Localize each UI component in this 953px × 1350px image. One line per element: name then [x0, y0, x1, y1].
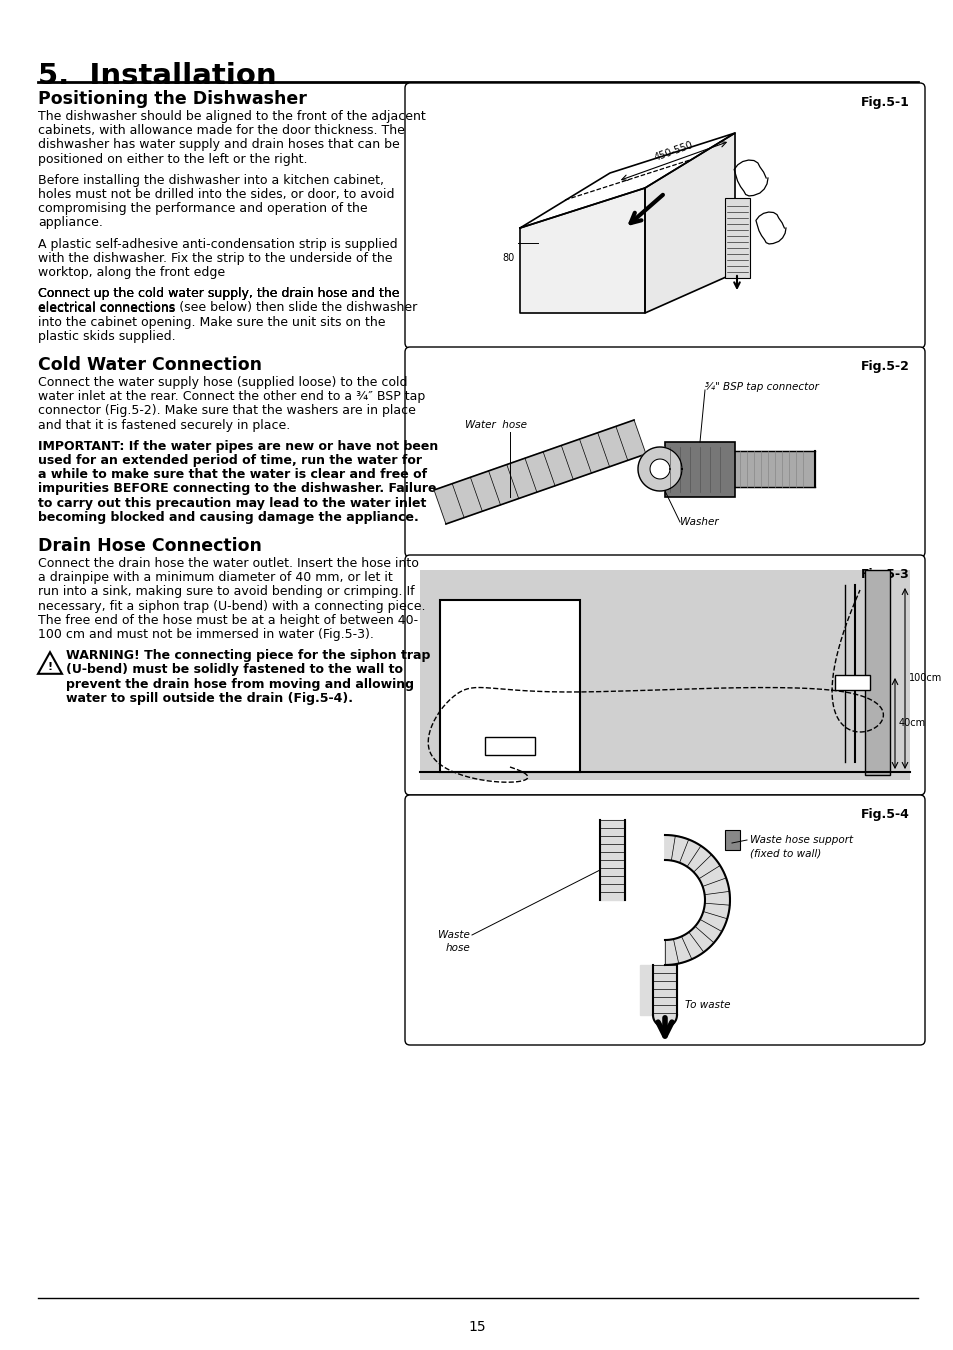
Text: 100 cm and must not be immersed in water (Fig.5-3).: 100 cm and must not be immersed in water…: [38, 628, 374, 641]
Polygon shape: [638, 447, 681, 491]
Text: and that it is fastened securely in place.: and that it is fastened securely in plac…: [38, 418, 290, 432]
Text: WARNING! The connecting piece for the siphon trap: WARNING! The connecting piece for the si…: [66, 649, 430, 663]
Text: 15: 15: [468, 1320, 485, 1334]
Polygon shape: [734, 451, 814, 487]
Text: run into a sink, making sure to avoid bending or crimping. If: run into a sink, making sure to avoid be…: [38, 586, 415, 598]
FancyBboxPatch shape: [405, 82, 924, 348]
Text: Fig.5-4: Fig.5-4: [861, 809, 909, 821]
Text: compromising the performance and operation of the: compromising the performance and operati…: [38, 202, 367, 215]
Text: The dishwasher should be aligned to the front of the adjacent: The dishwasher should be aligned to the …: [38, 109, 425, 123]
Text: into the cabinet opening. Make sure the unit sits on the: into the cabinet opening. Make sure the …: [38, 316, 385, 328]
Text: necessary, fit a siphon trap (U-bend) with a connecting piece.: necessary, fit a siphon trap (U-bend) wi…: [38, 599, 425, 613]
Text: holes must not be drilled into the sides, or door, to avoid: holes must not be drilled into the sides…: [38, 188, 395, 201]
Text: plastic skids supplied.: plastic skids supplied.: [38, 329, 175, 343]
Text: To waste: To waste: [684, 1000, 730, 1010]
Text: ¾" BSP tap connector: ¾" BSP tap connector: [704, 382, 818, 391]
Bar: [484, 737, 535, 755]
Polygon shape: [644, 134, 734, 313]
Bar: [724, 198, 749, 278]
Text: connector (Fig.5-2). Make sure that the washers are in place: connector (Fig.5-2). Make sure that the …: [38, 405, 416, 417]
Bar: [664, 441, 734, 497]
Polygon shape: [519, 134, 734, 228]
Text: prevent the drain hose from moving and allowing: prevent the drain hose from moving and a…: [66, 678, 414, 691]
Text: 80: 80: [502, 252, 515, 263]
Text: used for an extended period of time, run the water for: used for an extended period of time, run…: [38, 454, 421, 467]
FancyBboxPatch shape: [405, 795, 924, 1045]
Text: water inlet at the rear. Connect the other end to a ¾″ BSP tap: water inlet at the rear. Connect the oth…: [38, 390, 425, 404]
Polygon shape: [664, 836, 729, 965]
Text: electrical connections (see below) then slide the dishwasher: electrical connections (see below) then …: [38, 301, 416, 315]
Text: Cold Water Connection: Cold Water Connection: [38, 356, 262, 374]
Text: !: !: [48, 662, 52, 671]
Text: water to spill outside the drain (Fig.5-4).: water to spill outside the drain (Fig.5-…: [66, 691, 353, 705]
Text: becoming blocked and causing damage the appliance.: becoming blocked and causing damage the …: [38, 510, 418, 524]
Polygon shape: [649, 459, 669, 479]
Text: The free end of the hose must be at a height of between 40-: The free end of the hose must be at a he…: [38, 614, 417, 626]
Text: 100cm: 100cm: [908, 674, 942, 683]
Polygon shape: [664, 836, 729, 965]
Text: 5.  Installation: 5. Installation: [38, 62, 276, 90]
Text: Connect up the cold water supply, the drain hose and the: Connect up the cold water supply, the dr…: [38, 288, 399, 300]
Text: Drain Hose Connection: Drain Hose Connection: [38, 537, 262, 555]
Text: Waste hose support: Waste hose support: [749, 836, 852, 845]
Text: Fig.5-3: Fig.5-3: [861, 568, 909, 580]
Text: worktop, along the front edge: worktop, along the front edge: [38, 266, 229, 279]
Text: Waste: Waste: [437, 930, 470, 940]
Text: dishwasher has water supply and drain hoses that can be: dishwasher has water supply and drain ho…: [38, 139, 399, 151]
Text: Connect the water supply hose (supplied loose) to the cold: Connect the water supply hose (supplied …: [38, 377, 407, 389]
Polygon shape: [434, 420, 645, 524]
Text: Connect up the cold water supply, the drain hose and the
electrical connections: Connect up the cold water supply, the dr…: [38, 288, 399, 315]
Text: positioned on either to the left or the right.: positioned on either to the left or the …: [38, 153, 307, 166]
Text: (U-bend) must be solidly fastened to the wall to: (U-bend) must be solidly fastened to the…: [66, 663, 402, 676]
FancyBboxPatch shape: [405, 555, 924, 795]
Text: a while to make sure that the water is clear and free of: a while to make sure that the water is c…: [38, 468, 427, 481]
Bar: [724, 830, 740, 850]
Text: with the dishwasher. Fix the strip to the underside of the: with the dishwasher. Fix the strip to th…: [38, 252, 392, 265]
Text: Positioning the Dishwasher: Positioning the Dishwasher: [38, 90, 307, 108]
Text: cabinets, with allowance made for the door thickness. The: cabinets, with allowance made for the do…: [38, 124, 404, 138]
Text: IMPORTANT: If the water pipes are new or have not been: IMPORTANT: If the water pipes are new or…: [38, 440, 437, 452]
FancyBboxPatch shape: [405, 347, 924, 558]
Text: 450-550: 450-550: [653, 139, 694, 162]
Text: 40cm: 40cm: [898, 718, 925, 728]
Text: Connect the drain hose the water outlet. Insert the hose into: Connect the drain hose the water outlet.…: [38, 558, 418, 570]
Text: a drainpipe with a minimum diameter of 40 mm, or let it: a drainpipe with a minimum diameter of 4…: [38, 571, 393, 585]
Polygon shape: [639, 965, 664, 1015]
Text: Before installing the dishwasher into a kitchen cabinet,: Before installing the dishwasher into a …: [38, 174, 384, 186]
Text: appliance.: appliance.: [38, 216, 103, 230]
Text: impurities BEFORE connecting to the dishwasher. Failure: impurities BEFORE connecting to the dish…: [38, 482, 436, 495]
Polygon shape: [652, 965, 677, 1015]
Polygon shape: [519, 188, 644, 313]
Bar: [419, 570, 909, 780]
Text: hose: hose: [445, 944, 470, 953]
Text: Fig.5-2: Fig.5-2: [861, 360, 909, 373]
Bar: [864, 570, 889, 775]
Polygon shape: [652, 1015, 677, 1027]
Text: Connect up the cold water supply, the drain hose and the
electrical connections: Connect up the cold water supply, the dr…: [38, 288, 399, 315]
Polygon shape: [599, 819, 624, 900]
Text: A plastic self-adhesive anti-condensation strip is supplied: A plastic self-adhesive anti-condensatio…: [38, 238, 397, 251]
Text: to carry out this precaution may lead to the water inlet: to carry out this precaution may lead to…: [38, 497, 426, 509]
Text: Fig.5-1: Fig.5-1: [861, 96, 909, 109]
Bar: [834, 675, 869, 690]
Text: (fixed to wall): (fixed to wall): [749, 848, 821, 859]
Text: Washer: Washer: [679, 517, 718, 526]
Bar: [439, 599, 579, 772]
Text: Water  hose: Water hose: [464, 420, 526, 431]
